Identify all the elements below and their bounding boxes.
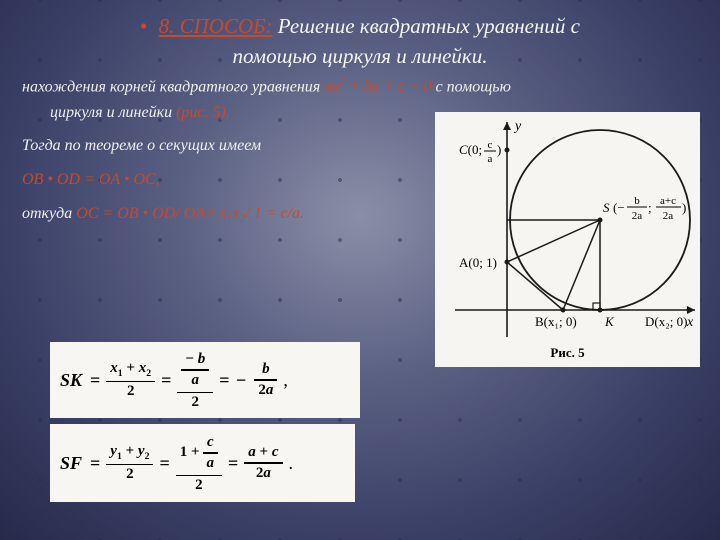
s-f1-den: 2a — [632, 210, 643, 222]
intro-line-1: нахождения корней квадратного уравнения … — [22, 75, 698, 98]
label-a: A(0; 1) — [459, 255, 497, 270]
formula-sf: SF = y1 + y2 2 = 1 + ca 2 = a + c 2a . — [50, 424, 355, 502]
bullet-icon: • — [140, 14, 147, 38]
point-a — [505, 260, 510, 265]
sk-tail: , — [283, 370, 288, 391]
sk-lhs: SK — [60, 370, 82, 391]
sk-frac1: x1 + x2 2 — [106, 359, 155, 401]
figure-5: x y A(0; 1) B(x₁; 0) D(x₂; 0) K C(0; c a… — [435, 112, 700, 367]
sf-tail: . — [289, 453, 294, 474]
label-c-close: ) — [497, 142, 501, 157]
s-f1-num: b — [634, 195, 640, 207]
label-s: S — [603, 200, 610, 215]
point-k — [598, 308, 603, 313]
figure-5-svg: x y A(0; 1) B(x₁; 0) D(x₂; 0) K C(0; c a… — [435, 112, 700, 347]
oc-expr: OC = OB • OD/ OA= х1х2/ 1 = c/a. — [76, 205, 304, 222]
label-c-den: a — [488, 153, 493, 165]
formula-sk: SK = x1 + x2 2 = − b a 2 = − b 2a , — [50, 342, 360, 418]
figure-caption: Рис. 5 — [435, 345, 700, 361]
s-close: ) — [682, 200, 686, 215]
label-d: D(x₂; 0) — [645, 314, 687, 329]
title-lead: 8. СПОСОБ: — [159, 14, 273, 38]
sk-frac3: b 2a — [254, 360, 277, 400]
intro-1c: с помощью — [432, 78, 511, 95]
title-rest-1: Решение квадратных уравнений с — [278, 14, 580, 38]
from: откуда — [22, 205, 76, 222]
sf-lhs: SF — [60, 453, 82, 474]
intro-1a: нахождения корней квадратного уравнения — [22, 78, 324, 95]
sf-frac3: a + c 2a — [244, 443, 282, 483]
s-sep: ; — [648, 200, 652, 215]
sf-frac1: y1 + y2 2 — [106, 442, 153, 484]
intro-2a: циркуля и линейки — [50, 104, 176, 121]
point-b — [561, 308, 566, 313]
point-c — [505, 148, 510, 153]
eq-icon: = — [90, 370, 100, 391]
intro-eq: ах2 + bх + с = 0 — [324, 78, 431, 95]
y-arrow-icon — [503, 122, 511, 130]
title-line-2: помощью циркуля и линейки. — [22, 42, 698, 70]
label-c: C(0; — [459, 142, 482, 157]
label-b: B(x₁; 0) — [535, 314, 577, 329]
sk-frac2: − b a 2 — [177, 348, 213, 412]
sf-frac2: 1 + ca 2 — [176, 431, 222, 495]
ab-line — [507, 262, 563, 310]
sk-neg: − — [235, 370, 246, 391]
label-k: K — [604, 314, 615, 329]
label-s-open: (− — [613, 200, 625, 215]
y-axis-label: y — [513, 119, 522, 134]
s-f2-num: a+c — [660, 195, 676, 207]
title-line-1: • 8. СПОСОБ: Решение квадратных уравнени… — [22, 12, 698, 40]
ris-ref: (рис. 5). — [176, 104, 230, 121]
point-s — [598, 218, 603, 223]
label-c-num: c — [488, 139, 493, 151]
point-d — [687, 308, 692, 313]
s-f2-den: 2a — [663, 210, 674, 222]
